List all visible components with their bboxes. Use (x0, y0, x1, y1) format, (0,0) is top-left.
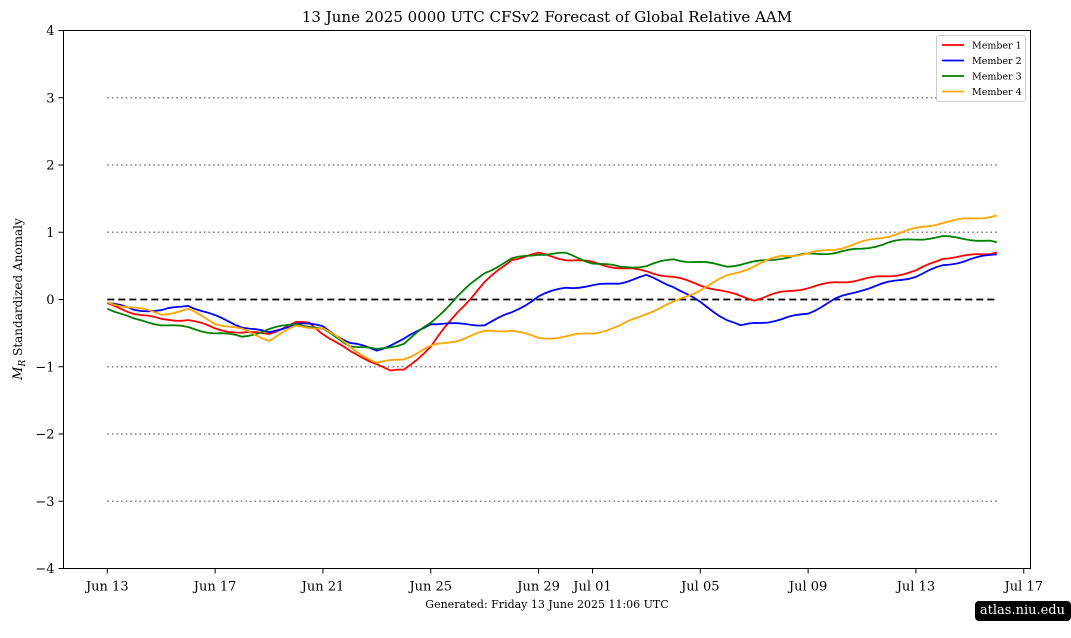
y-axis-label: MR Standardized Anomaly (11, 218, 28, 381)
x-tick-label: Jun 21 (300, 580, 345, 595)
x-tick-label: Jul 05 (679, 580, 719, 595)
series-line-member-2 (107, 253, 997, 352)
y-tick-label: 4 (46, 24, 54, 39)
series-line-member-4 (107, 214, 998, 364)
legend-label: Member 3 (972, 72, 1022, 83)
series-layer (106, 214, 998, 372)
legend-label: Member 4 (972, 87, 1022, 98)
y-tick-label: 3 (46, 91, 54, 106)
x-tick-label: Jun 29 (515, 580, 560, 595)
y-tick-label: −3 (35, 495, 54, 510)
y-tick-label: −1 (35, 360, 54, 375)
x-tick-label: Jul 01 (571, 580, 611, 595)
y-tick-label: −4 (35, 562, 54, 577)
x-tick-label: Jun 17 (192, 580, 237, 595)
y-tick-label: −2 (35, 428, 54, 443)
generated-timestamp: Generated: Friday 13 June 2025 11:06 UTC (425, 598, 668, 611)
x-tick-label: Jul 13 (895, 580, 935, 595)
chart-legend: Member 1 Member 2 Member 3 Member 4 (936, 35, 1026, 102)
x-axis: Jun 13 Jun 17 Jun 21 Jun 25 Jun 29 Jul 01 Jul … (84, 568, 1043, 595)
x-tick-label: Jun 13 (84, 580, 129, 595)
chart-title: 13 June 2025 0000 UTC CFSv2 Forecast of … (302, 8, 792, 26)
y-tick-label: 0 (46, 293, 54, 308)
legend-label: Member 2 (972, 56, 1022, 67)
y-axis: −4 −3 −2 −1 0 1 2 3 4 (35, 24, 64, 577)
x-tick-label: Jul 17 (1003, 580, 1043, 595)
site-badge: atlas.niu.edu (974, 601, 1071, 621)
y-tick-label: 1 (46, 226, 54, 241)
legend-label: Member 1 (972, 41, 1022, 52)
legend-box (936, 35, 1026, 102)
y-tick-label: 2 (46, 159, 54, 174)
x-tick-label: Jul 09 (787, 580, 827, 595)
x-tick-label: Jun 25 (407, 580, 452, 595)
reference-lines (107, 96, 997, 503)
series-line-member-1 (106, 251, 998, 372)
